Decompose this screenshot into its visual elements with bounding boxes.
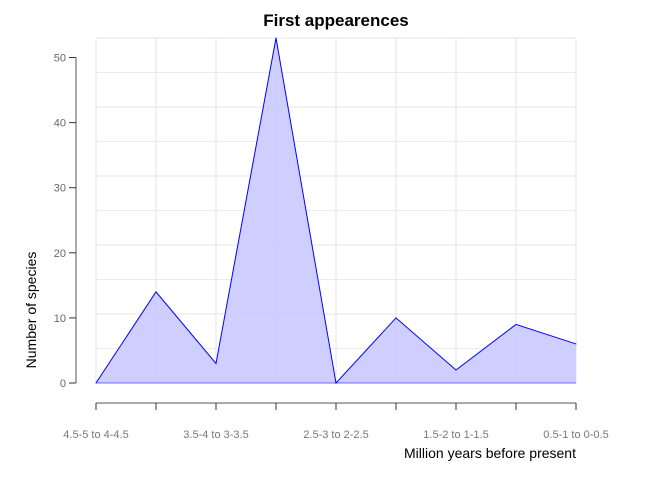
x-tick-label: 1.5-2 to 1-1.5 bbox=[423, 429, 488, 441]
y-axis-label: Number of species bbox=[23, 252, 39, 369]
y-tick-label: 0 bbox=[60, 378, 66, 390]
x-tick-label: 2.5-3 to 2-2.5 bbox=[303, 429, 368, 441]
data-point bbox=[95, 382, 97, 384]
data-point bbox=[335, 382, 337, 384]
data-point bbox=[455, 369, 457, 371]
chart-title: First appearences bbox=[263, 11, 409, 30]
data-point bbox=[395, 317, 397, 319]
y-tick-label: 40 bbox=[54, 118, 66, 130]
y-tick-label: 50 bbox=[54, 53, 66, 65]
x-axis-label: Million years before present bbox=[404, 445, 576, 461]
data-point bbox=[515, 323, 517, 325]
data-point bbox=[275, 37, 277, 39]
x-tick-label: 3.5-4 to 3-3.5 bbox=[183, 429, 248, 441]
data-point bbox=[575, 343, 577, 345]
data-point bbox=[155, 291, 157, 293]
x-tick-label: 0.5-1 to 0-0.5 bbox=[543, 429, 608, 441]
y-tick-label: 30 bbox=[54, 183, 66, 195]
x-tick-label: 4.5-5 to 4-4.5 bbox=[63, 429, 128, 441]
y-tick-label: 10 bbox=[54, 313, 66, 325]
area-fill bbox=[96, 38, 576, 383]
data-point bbox=[215, 362, 217, 364]
y-tick-label: 20 bbox=[54, 248, 66, 260]
